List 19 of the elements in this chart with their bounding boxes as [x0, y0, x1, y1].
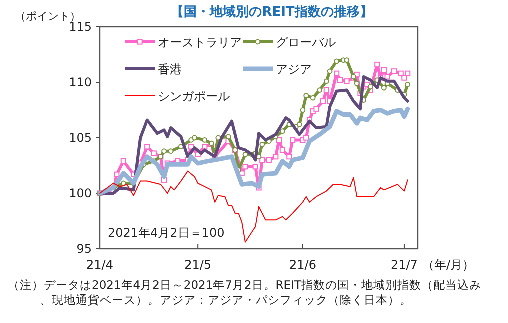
- legend-label: シンガポール: [158, 90, 230, 104]
- y-tick-label: 100: [69, 186, 92, 200]
- legend-label: 香港: [158, 62, 182, 76]
- x-tick-label: 21/5: [184, 258, 212, 272]
- legend-label: オーストラリア: [158, 36, 242, 50]
- legend-label: グローバル: [276, 36, 336, 50]
- x-tick-label: 21/4: [86, 258, 114, 272]
- y-tick-label: 105: [69, 131, 92, 145]
- title: 【国・地域別のREIT指数の推移】: [171, 5, 373, 20]
- legend-label: アジア: [276, 62, 312, 76]
- ylabel: （ポイント）: [15, 10, 81, 23]
- xlabel: （年/月）: [422, 258, 475, 272]
- x-tick-label: 21/6: [290, 258, 316, 272]
- y-tick-label: 95: [76, 242, 92, 256]
- annotation: 2021年4月2日＝100: [108, 226, 225, 240]
- x-tick-label: 21/7: [390, 258, 418, 272]
- annotation: （注）データは2021年4月2日～2021年7月2日。REIT指数の国・地域別指数（配当込み、現地通貨ベース）。アジア：アジア・パシフィック（除く日本）。: [8, 278, 482, 307]
- y-tick-label: 115: [69, 20, 92, 34]
- y-tick-label: 110: [69, 76, 92, 90]
